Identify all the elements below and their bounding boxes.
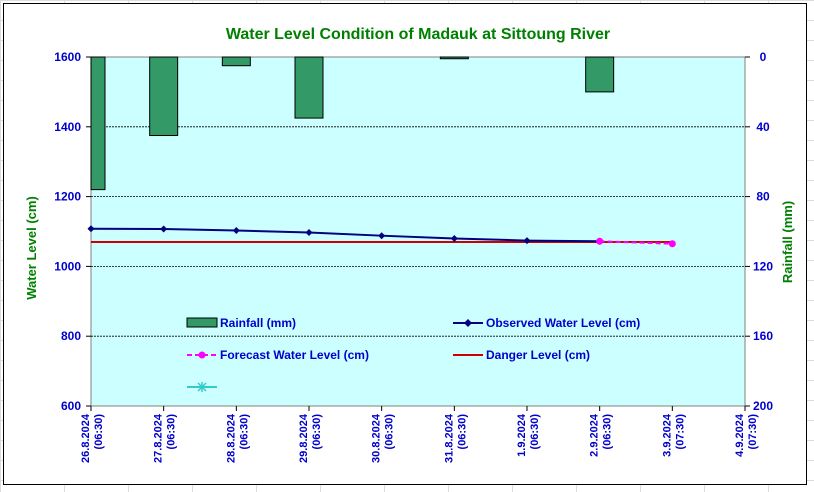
y-tick-label: 1200 (54, 190, 81, 204)
x-tick-time: (06:30) (93, 414, 105, 450)
y-tick-label: 800 (61, 329, 81, 343)
x-tick-date: 31.8.2024 (443, 413, 455, 463)
y2-tick-label: 40 (756, 120, 770, 134)
legend-rainfall-swatch (186, 317, 218, 328)
legend-extra-marker (197, 382, 207, 392)
y2-axis-ticks: 0 40 80 120 160 200 (745, 50, 773, 413)
x-tick-time: (06:30) (166, 414, 178, 450)
legend-danger-label: Danger Level (cm) (486, 348, 590, 362)
x-tick-label: 3.9.2024 (07:30) (661, 413, 686, 457)
x-tick-time: (06:30) (602, 414, 614, 450)
observed-point (523, 237, 531, 245)
legend-rainfall-label: Rainfall (mm) (220, 316, 296, 330)
plot-area (90, 56, 746, 407)
observed-point (450, 234, 458, 242)
y-tick-label: 1400 (54, 120, 81, 134)
y2-tick-label: 200 (753, 399, 773, 413)
y2-tick-label: 120 (753, 259, 773, 273)
y2-tick-label: 160 (753, 329, 773, 343)
y-axis-title: Water Level (cm) (24, 196, 39, 300)
legend: Rainfall (mm) Observed Water Level (cm) … (186, 316, 640, 392)
y2-tick-label: 80 (756, 190, 770, 204)
x-tick-date: 3.9.2024 (661, 413, 673, 457)
rainfall-bar (221, 56, 251, 67)
legend-forecast-marker (198, 351, 206, 359)
y2-axis-title: Rainfall (mm) (780, 201, 795, 283)
x-tick-label: 2.9.2024 (06:30) (589, 413, 614, 457)
observed-point (378, 232, 386, 240)
x-tick-date: 29.8.2024 (298, 413, 310, 463)
x-tick-date: 2.9.2024 (589, 413, 601, 457)
observed-point (87, 225, 95, 233)
x-tick-label: 31.8.2024 (06:30) (443, 413, 468, 463)
x-tick-label: 30.8.2024 (06:30) (371, 413, 396, 463)
y-tick-label: 1000 (54, 259, 81, 273)
observed-water-level-line (90, 227, 600, 243)
x-tick-date: 30.8.2024 (371, 413, 383, 463)
x-tick-label: 1.9.2024 (06:30) (516, 413, 541, 457)
rainfall-bar (90, 56, 106, 191)
observed-point (232, 226, 240, 234)
rainfall-bar (294, 56, 324, 119)
x-tick-time: (06:30) (456, 414, 468, 450)
y-tick-label: 1600 (54, 50, 81, 64)
x-tick-date: 4.9.2024 (734, 413, 746, 457)
x-tick-time: (06:30) (238, 414, 250, 450)
x-axis-ticks: 26.8.2024 (06:30) 27.8.2024 (06:30) 28.8.202… (80, 406, 759, 463)
x-tick-time: (06:30) (384, 414, 396, 450)
observed-point (160, 225, 168, 233)
forecast-water-level-line (599, 240, 673, 245)
legend-observed-label: Observed Water Level (cm) (486, 316, 640, 330)
x-tick-date: 28.8.2024 (225, 413, 237, 463)
x-tick-date: 27.8.2024 (153, 413, 165, 463)
x-tick-label: 4.9.2024 (07:30) (734, 413, 759, 457)
x-tick-date: 26.8.2024 (80, 413, 92, 463)
legend-forecast-label: Forecast Water Level (cm) (220, 348, 369, 362)
x-tick-label: 29.8.2024 (06:30) (298, 413, 323, 463)
x-tick-label: 27.8.2024 (06:30) (153, 413, 178, 463)
forecast-point (668, 240, 676, 248)
x-tick-date: 1.9.2024 (516, 413, 528, 457)
rainfall-bar (149, 56, 179, 137)
x-tick-label: 26.8.2024 (06:30) (80, 413, 105, 463)
y-axis-ticks: 1600 1400 1200 1000 800 600 (54, 50, 91, 413)
water-level-lines (87, 225, 676, 248)
gridlines (91, 126, 745, 337)
x-tick-time: (07:30) (747, 414, 759, 450)
x-tick-time: (06:30) (311, 414, 323, 450)
observed-point (305, 229, 313, 237)
y-tick-label: 600 (61, 399, 81, 413)
rainfall-bars (90, 56, 615, 191)
x-tick-time: (07:30) (674, 414, 686, 450)
chart-title: Water Level Condition of Madauk at Sitto… (226, 26, 610, 43)
y2-tick-label: 0 (760, 50, 767, 64)
legend-observed-marker (464, 319, 472, 327)
rainfall-bar (439, 56, 469, 60)
rainfall-bar (585, 56, 615, 93)
forecast-point (596, 237, 604, 245)
x-tick-label: 28.8.2024 (06:30) (225, 413, 250, 463)
x-tick-time: (06:30) (529, 414, 541, 450)
